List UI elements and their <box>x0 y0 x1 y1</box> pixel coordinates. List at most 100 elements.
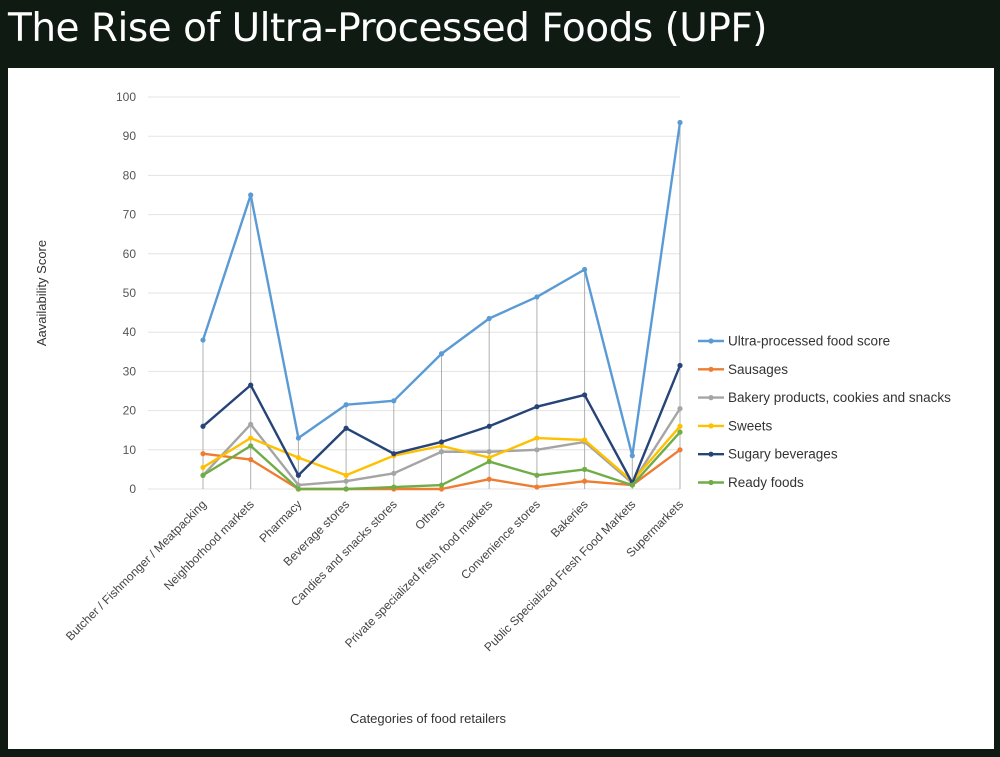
data-point <box>295 435 301 441</box>
y-axis-title: Aavailability Score <box>34 240 49 346</box>
data-point <box>438 351 445 357</box>
drop-lines <box>202 122 681 489</box>
legend-label: Sugary beverages <box>728 447 838 462</box>
data-point <box>248 443 254 449</box>
data-point <box>486 315 492 322</box>
data-point <box>391 484 397 490</box>
data-point <box>486 449 492 455</box>
data-point <box>391 451 397 457</box>
legend-label: Sausages <box>728 362 788 377</box>
legend-item: Sausages <box>698 362 788 377</box>
legend-label: Bakery products, cookies and snacks <box>728 390 951 405</box>
data-point <box>438 443 445 449</box>
data-point <box>248 421 254 427</box>
data-point <box>200 423 206 429</box>
data-point <box>534 294 540 300</box>
series-4 <box>200 362 683 486</box>
x-category-label: Neighborhood markets <box>161 497 257 593</box>
x-category-label: Convenience stores <box>458 497 543 582</box>
legend-item: Ready foods <box>698 475 804 490</box>
line-chart: 0 10 20 30 40 50 60 70 80 90 100 Butcher / Fishmon… <box>34 90 951 726</box>
data-point <box>677 429 683 435</box>
data-point <box>582 266 588 273</box>
data-point <box>677 423 683 429</box>
data-point <box>391 470 397 476</box>
series-0 <box>200 119 683 459</box>
data-point <box>629 482 635 488</box>
x-category-label: Others <box>412 497 447 532</box>
data-point <box>248 457 254 463</box>
y-tick-label: 80 <box>123 168 137 182</box>
x-category-label: Pharmacy <box>256 497 304 545</box>
data-point <box>534 484 540 490</box>
y-tick-label: 100 <box>116 90 136 104</box>
data-point <box>582 478 588 484</box>
y-tick-label: 50 <box>123 286 137 300</box>
legend-marker <box>708 479 714 486</box>
data-point <box>343 402 349 408</box>
data-point <box>438 482 445 488</box>
series-lines <box>200 119 683 492</box>
legend: Ultra-processed food score Sausages Bakery… <box>698 334 951 490</box>
data-point <box>677 362 683 369</box>
grid <box>148 96 680 490</box>
legend-item: Ultra-processed food score <box>698 334 890 349</box>
series-3 <box>200 423 683 484</box>
chart-panel: 0 10 20 30 40 50 60 70 80 90 100 Butcher / Fishmon… <box>8 68 994 749</box>
data-point <box>582 466 588 472</box>
x-axis-title: Categories of food retailers <box>350 711 507 726</box>
data-point <box>486 423 492 429</box>
y-tick-label: 0 <box>129 482 136 496</box>
data-point <box>248 382 254 388</box>
legend-marker <box>708 423 714 429</box>
series-5 <box>200 429 683 492</box>
legend-label: Ultra-processed food score <box>728 334 890 349</box>
data-point <box>343 472 349 478</box>
y-tick-label: 10 <box>123 443 137 457</box>
data-point <box>438 449 445 455</box>
data-point <box>200 451 206 457</box>
data-point <box>534 435 540 441</box>
legend-marker <box>708 366 714 372</box>
data-point <box>295 472 301 478</box>
data-point <box>343 478 349 484</box>
y-tick-label: 20 <box>123 404 137 418</box>
data-point <box>343 486 349 492</box>
y-axis-ticks: 0 10 20 30 40 50 60 70 80 90 100 <box>116 90 136 496</box>
data-point <box>677 447 683 453</box>
legend-label: Ready foods <box>728 475 804 490</box>
data-point <box>677 119 683 126</box>
data-point <box>248 192 254 198</box>
data-point <box>534 447 540 453</box>
data-point <box>534 404 540 410</box>
data-point <box>629 453 635 459</box>
data-point <box>486 458 492 465</box>
data-point <box>295 486 301 492</box>
data-point <box>486 476 492 482</box>
y-tick-label: 70 <box>123 208 137 222</box>
data-point <box>200 337 206 343</box>
legend-item: Bakery products, cookies and snacks <box>698 390 951 405</box>
data-point <box>438 486 445 492</box>
legend-marker <box>708 451 714 457</box>
y-tick-label: 30 <box>123 364 137 378</box>
y-tick-label: 60 <box>123 247 137 261</box>
data-point <box>486 455 492 461</box>
legend-marker <box>708 338 714 344</box>
slide-title: The Rise of Ultra-Processed Foods (UPF) <box>8 6 768 51</box>
x-axis-categories: Butcher / Fishmonger / MeatpackingNeighb… <box>63 497 686 654</box>
data-point <box>248 435 254 441</box>
data-point <box>582 437 588 443</box>
data-point <box>200 472 206 478</box>
y-tick-label: 90 <box>123 129 137 143</box>
data-point <box>582 392 588 398</box>
legend-item: Sugary beverages <box>698 447 838 462</box>
legend-label: Sweets <box>728 418 773 433</box>
data-point <box>295 455 301 461</box>
legend-marker <box>708 395 714 401</box>
data-point <box>677 406 683 412</box>
data-point <box>438 439 445 445</box>
data-point <box>391 398 397 404</box>
data-point <box>534 472 540 478</box>
